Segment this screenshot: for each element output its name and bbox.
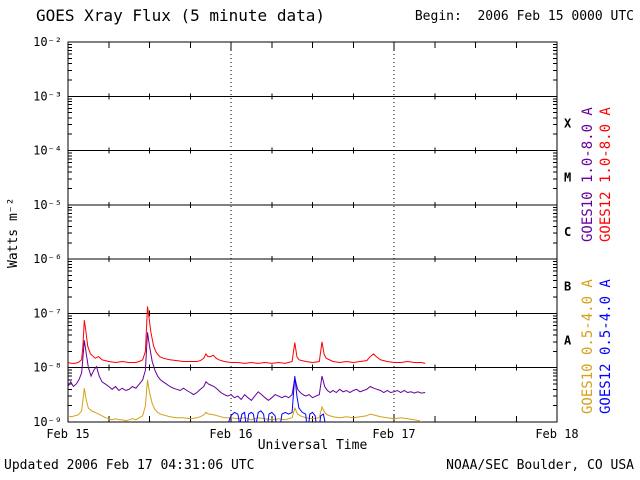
svg-text:B: B	[564, 279, 571, 293]
svg-text:A: A	[564, 334, 572, 348]
legend-goes12-long: GOES12 1.0-8.0 A	[598, 107, 614, 242]
svg-text:M: M	[564, 171, 571, 185]
plot-frame	[67, 41, 558, 423]
svg-text:10⁻³: 10⁻³	[33, 89, 62, 103]
trace-goes10-1-0-8-0-a	[68, 332, 426, 402]
svg-text:10⁻⁵: 10⁻⁵	[33, 198, 62, 212]
svg-text:10⁻⁷: 10⁻⁷	[33, 306, 62, 320]
svg-text:10⁻⁴: 10⁻⁴	[33, 144, 62, 158]
svg-text:Feb 16: Feb 16	[209, 427, 252, 441]
updated-timestamp: Updated 2006 Feb 17 04:31:06 UTC	[4, 458, 255, 473]
chart-title: GOES Xray Flux (5 minute data)	[36, 6, 325, 25]
svg-text:10⁻⁶: 10⁻⁶	[33, 252, 62, 266]
trace-goes12-1-0-8-0-a	[68, 306, 426, 364]
legend-goes12-short: GOES12 0.5-4.0 A	[598, 279, 614, 414]
svg-text:10⁻²: 10⁻²	[33, 35, 62, 49]
source-attribution: NOAA/SEC Boulder, CO USA	[446, 458, 634, 473]
legend-goes10-short: GOES10 0.5-4.0 A	[580, 279, 596, 414]
trace-goes10-0-5-4-0-a	[68, 379, 422, 422]
svg-text:Feb 18: Feb 18	[535, 427, 578, 441]
svg-text:Feb 15: Feb 15	[46, 427, 89, 441]
svg-text:C: C	[564, 225, 571, 239]
begin-time-label: Begin: 2006 Feb 15 0000 UTC	[414, 9, 634, 24]
plot-grid	[68, 42, 557, 422]
svg-text:X: X	[564, 116, 572, 130]
trace-goes12-0-5-4-0-a	[228, 376, 326, 422]
x-axis-label: Universal Time	[257, 438, 368, 453]
flux-series	[68, 306, 426, 422]
svg-text:10⁻⁸: 10⁻⁸	[33, 361, 62, 375]
svg-text:Feb 17: Feb 17	[372, 427, 415, 441]
legend-goes10-long: GOES10 1.0-8.0 A	[580, 107, 596, 242]
svg-text:10⁻⁹: 10⁻⁹	[33, 415, 62, 429]
